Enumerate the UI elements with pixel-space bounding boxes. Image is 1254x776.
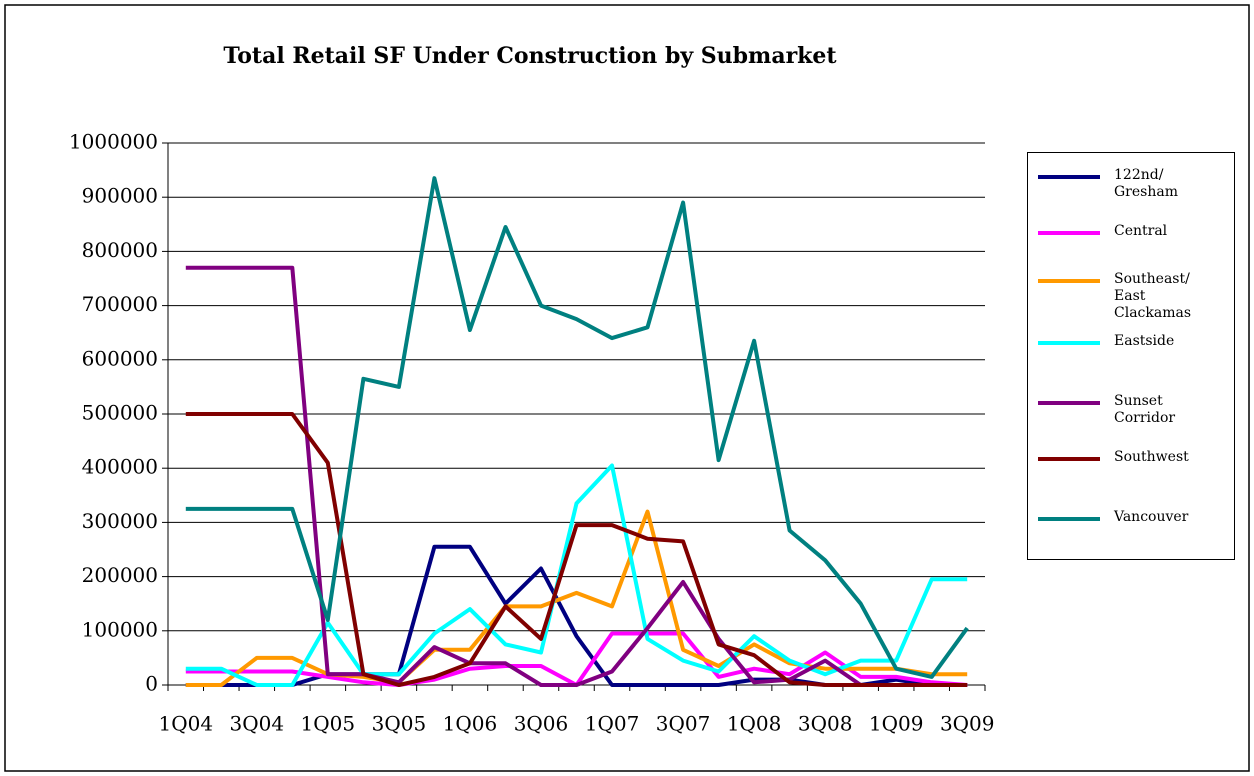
legend-label: Central: [1114, 223, 1168, 239]
legend-entry: Eastside: [1038, 333, 1224, 350]
legend-swatch: [1038, 231, 1100, 235]
legend-label: Vancouver: [1114, 509, 1189, 525]
legend-label: Sunset Corridor: [1114, 393, 1176, 426]
y-tick-label: 800000: [82, 238, 158, 262]
legend-swatch: [1038, 175, 1100, 179]
y-tick-label: 900000: [82, 184, 158, 208]
legend-label: Southwest: [1114, 449, 1189, 465]
legend-swatch: [1038, 341, 1100, 345]
x-tick-label: 1Q09: [869, 712, 924, 736]
x-tick-label: 1Q08: [727, 712, 782, 736]
legend-swatch: [1038, 517, 1100, 521]
legend-label: Southeast/ East Clackamas: [1114, 271, 1192, 321]
y-tick-label: 0: [145, 672, 158, 696]
legend-label: Eastside: [1114, 333, 1175, 349]
x-tick-label: 1Q07: [585, 712, 640, 736]
x-tick-label: 1Q04: [158, 712, 213, 736]
x-tick-label: 3Q05: [372, 712, 427, 736]
legend-label: 122nd/ Gresham: [1114, 167, 1178, 200]
y-tick-label: 400000: [82, 455, 158, 479]
legend-entry: Southeast/ East Clackamas: [1038, 271, 1224, 322]
y-tick-label: 500000: [82, 401, 158, 425]
x-tick-label: 3Q04: [230, 712, 285, 736]
legend-swatch: [1038, 279, 1100, 283]
x-tick-label: 3Q08: [798, 712, 853, 736]
x-tick-label: 3Q06: [514, 712, 569, 736]
y-tick-label: 200000: [82, 563, 158, 587]
legend-entry: Sunset Corridor: [1038, 393, 1224, 427]
series-line: [185, 265, 968, 687]
y-tick-label: 1000000: [69, 130, 158, 154]
x-tick-label: 3Q07: [656, 712, 711, 736]
legend: 122nd/ Gresham Central Southeast/ East Cla…: [1027, 152, 1235, 560]
y-tick-label: 100000: [82, 617, 158, 641]
y-tick-label: 600000: [82, 346, 158, 370]
legend-entry: 122nd/ Gresham: [1038, 167, 1224, 201]
legend-entry: Vancouver: [1038, 509, 1224, 526]
y-tick-label: 300000: [82, 509, 158, 533]
x-tick-label: 1Q06: [443, 712, 498, 736]
legend-swatch: [1038, 401, 1100, 405]
x-tick-label: 1Q05: [301, 712, 356, 736]
legend-swatch: [1038, 457, 1100, 461]
series-line: [185, 176, 969, 679]
series-line: [185, 412, 968, 687]
legend-entry: Central: [1038, 223, 1224, 240]
y-tick-label: 700000: [82, 292, 158, 316]
chart-title: Total Retail SF Under Construction by Su…: [223, 43, 837, 69]
x-tick-label: 3Q09: [940, 712, 995, 736]
legend-entry: Southwest: [1038, 449, 1224, 466]
